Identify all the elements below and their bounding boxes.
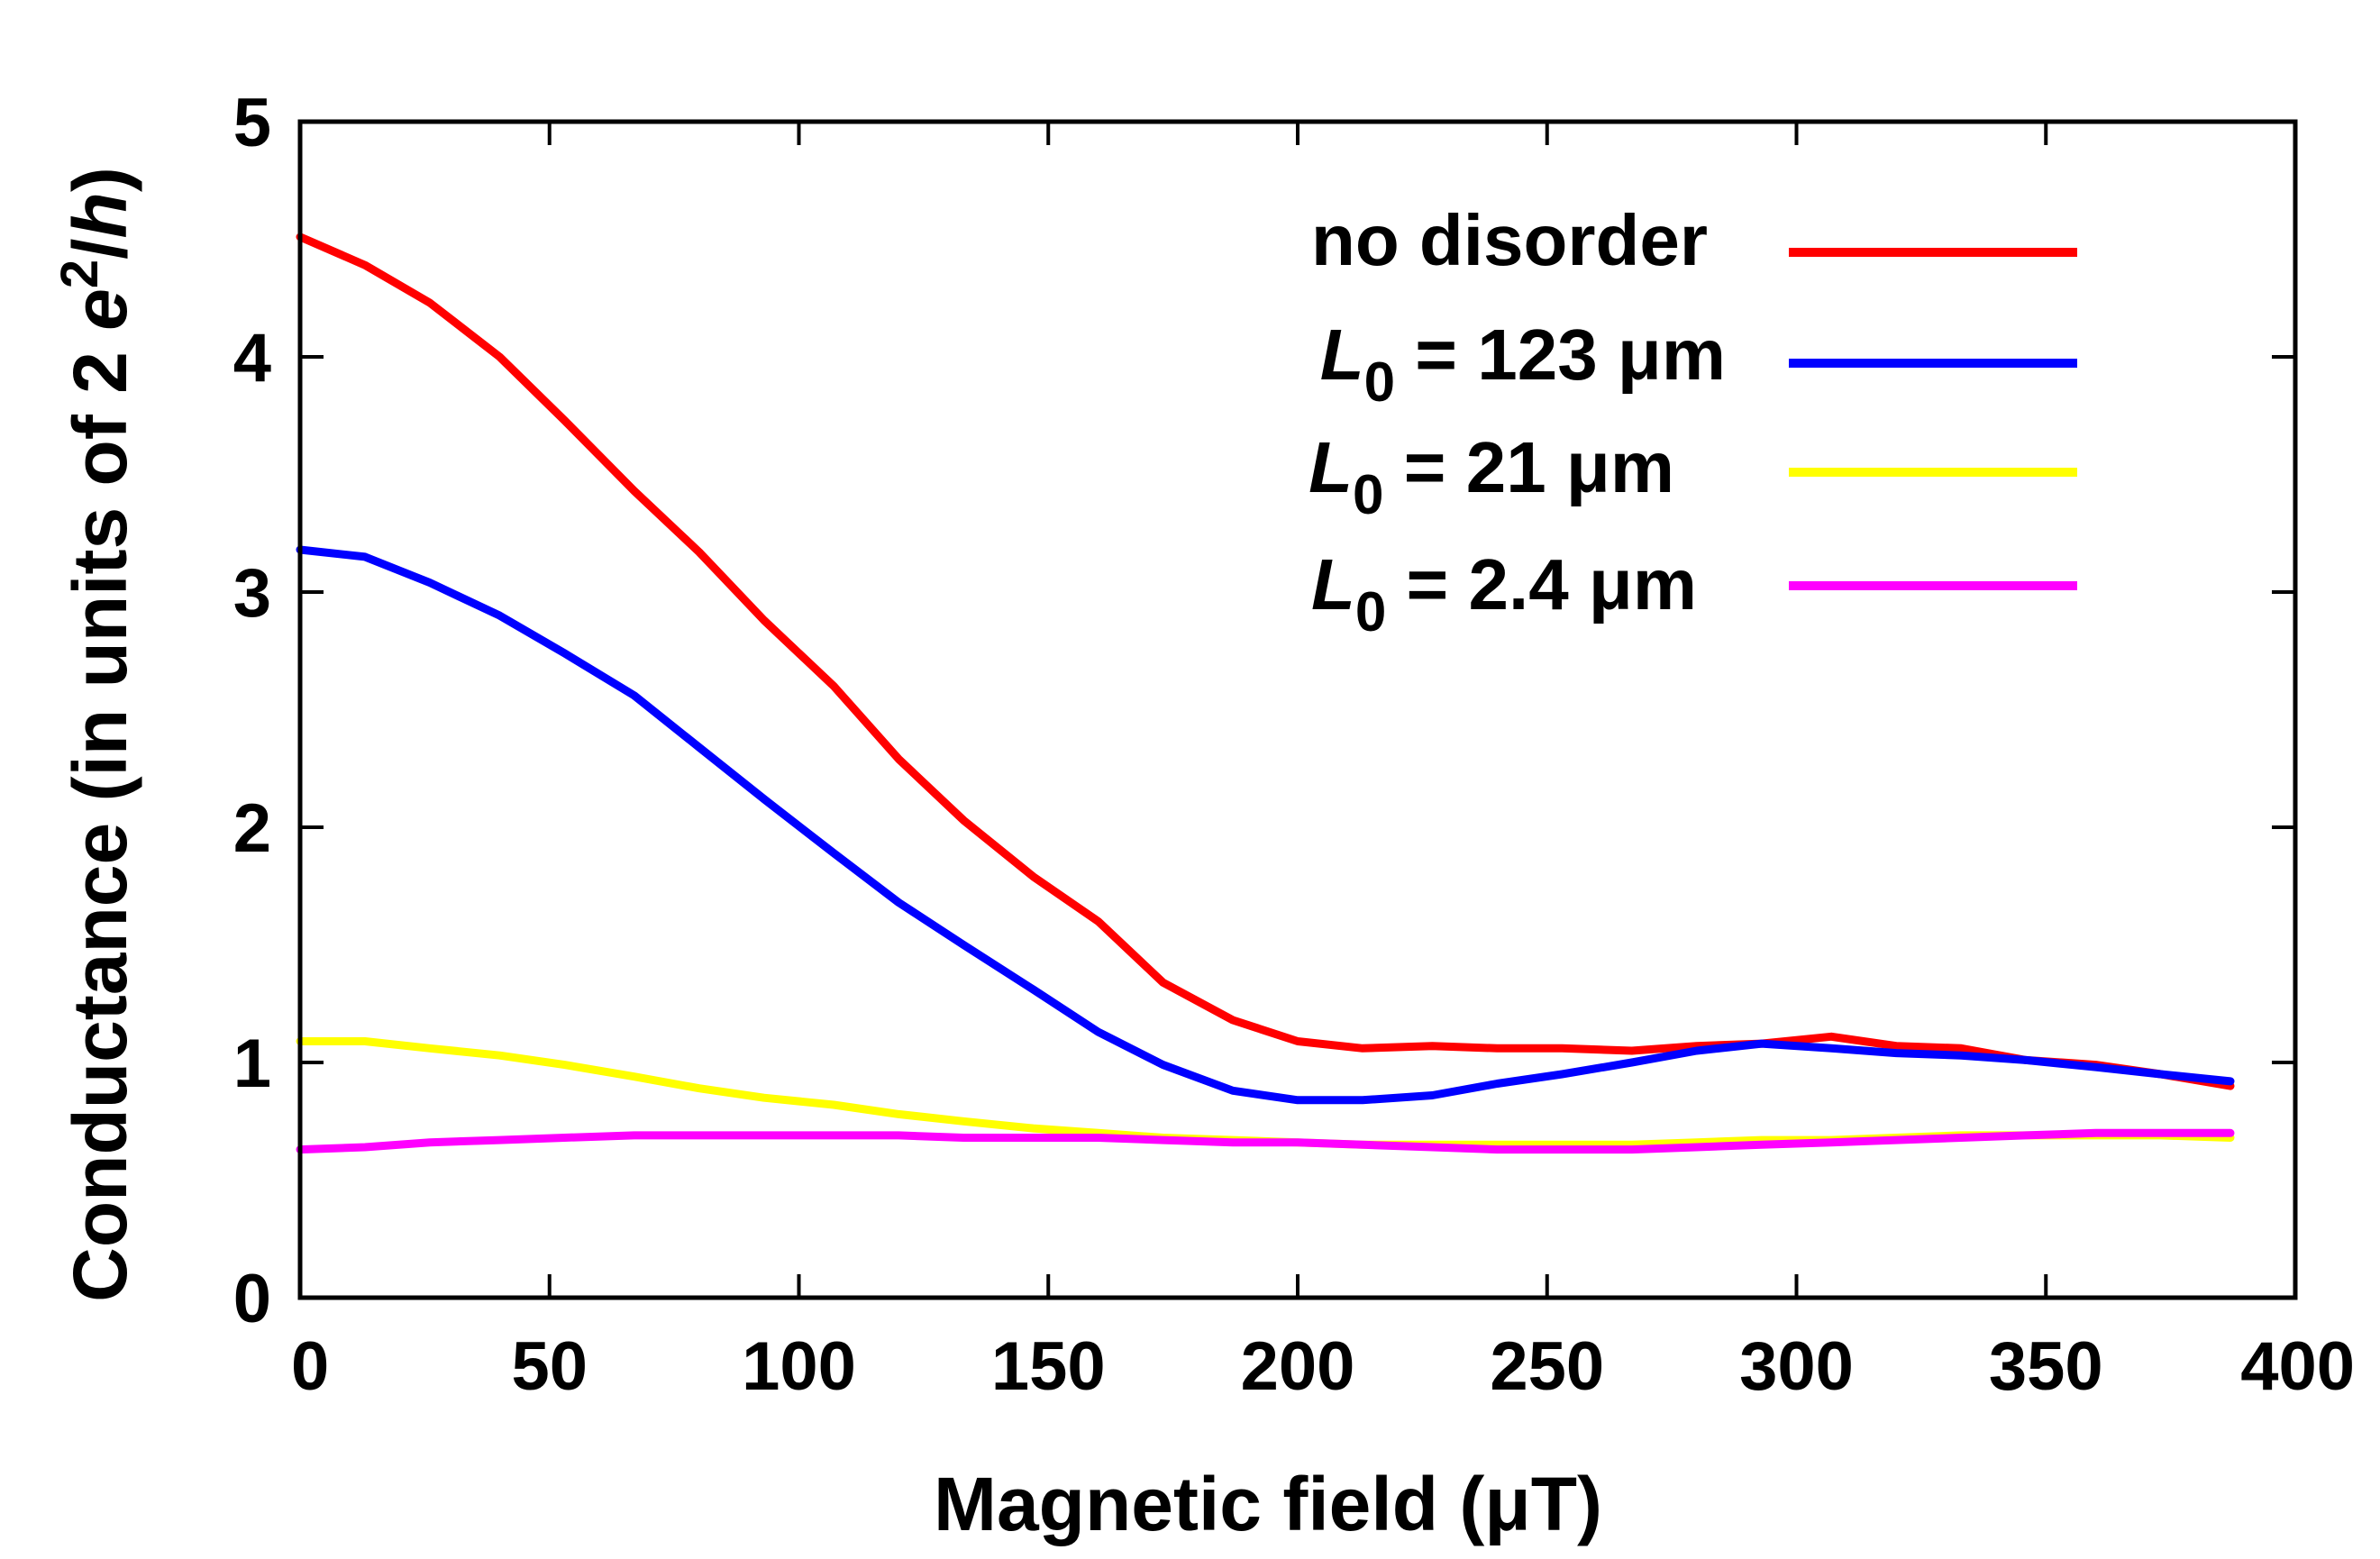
series-line-3 xyxy=(296,1128,2235,1154)
legend-label: no disorder xyxy=(1311,200,1708,280)
x-tick-label: 100 xyxy=(742,1328,856,1405)
x-tick-label: 250 xyxy=(1490,1328,1604,1405)
legend-entry-no-disorder: no disorder xyxy=(1311,200,2077,280)
series-line-0 xyxy=(296,232,2235,1090)
y-axis-title-h: h xyxy=(58,192,142,238)
y-tick-label: 3 xyxy=(233,555,271,632)
x-tick-label: 150 xyxy=(991,1328,1106,1405)
legend-label: L0 = 2.4 μm xyxy=(1311,544,1697,643)
tick-labels: 0 50 100 150 200 250 300 350 400 0 1 2 3 4 5 xyxy=(233,85,2355,1405)
series-lines xyxy=(296,232,2235,1154)
y-tick-label: 0 xyxy=(233,1261,271,1337)
x-axis-title: Magnetic field (μT) xyxy=(934,1462,1602,1546)
y-tick-label: 5 xyxy=(233,85,271,161)
x-tick-label: 400 xyxy=(2240,1328,2355,1405)
plot-frame xyxy=(297,119,2298,1300)
x-tick-label: 0 xyxy=(291,1328,329,1405)
x-tick-label: 300 xyxy=(1739,1328,1854,1405)
y-tick-label: 2 xyxy=(233,790,271,867)
y-axis-title-sup: 2 xyxy=(50,260,109,288)
x-tick-label: 50 xyxy=(511,1328,588,1405)
y-axis-title-e: e xyxy=(58,288,142,331)
legend: no disorder L0 = 123 μm L0 = 21 μm L0 = … xyxy=(1309,200,2077,643)
x-tick-label: 200 xyxy=(1241,1328,1355,1405)
legend-label: L0 = 123 μm xyxy=(1320,315,1726,414)
y-axis-title-slash: / xyxy=(58,238,142,259)
legend-entry-l0-21: L0 = 21 μm xyxy=(1309,427,2077,526)
legend-entry-l0-123: L0 = 123 μm xyxy=(1320,315,2077,414)
legend-entry-l0-2-4: L0 = 2.4 μm xyxy=(1311,544,2077,643)
legend-label: L0 = 21 μm xyxy=(1309,427,1674,526)
y-axis-title-main: Conductance (in units of 2 xyxy=(58,331,142,1302)
y-tick-label: 1 xyxy=(233,1026,271,1102)
y-axis-title-close: ) xyxy=(58,167,142,192)
series-line-1 xyxy=(296,545,2235,1105)
y-axis-title: Conductance (in units of 2 e2/h) xyxy=(50,167,143,1302)
y-tick-label: 4 xyxy=(233,320,271,397)
x-tick-label: 350 xyxy=(1989,1328,2103,1405)
